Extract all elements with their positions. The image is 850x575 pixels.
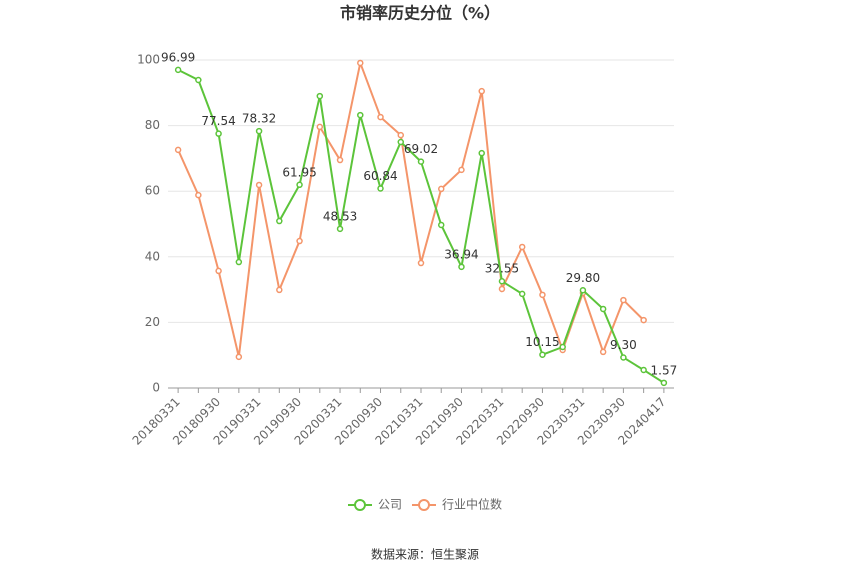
point (357, 59, 364, 67)
point (255, 127, 263, 135)
point (417, 158, 425, 165)
point (660, 379, 668, 387)
source: 数据来源：恒生聚源 (371, 547, 479, 562)
point (316, 92, 324, 100)
point (640, 366, 647, 374)
point (255, 181, 263, 189)
point (336, 156, 344, 164)
value-label: 36.94 (444, 247, 478, 261)
y-tick-label: 20 (145, 315, 160, 329)
point (458, 263, 465, 271)
point (296, 181, 303, 189)
point (276, 286, 283, 294)
value-label: 61.95 (282, 165, 316, 179)
point (174, 146, 182, 154)
series-line (177, 59, 645, 358)
y-tick-label: 0 (152, 381, 160, 395)
point (235, 258, 243, 266)
legend-label: 行业中位数 (442, 497, 502, 512)
point (437, 185, 445, 193)
value-label: 1.57 (651, 363, 678, 377)
point (437, 221, 445, 229)
value-label: 69.02 (404, 142, 438, 156)
point (195, 191, 202, 199)
point (498, 277, 506, 285)
point (620, 354, 627, 361)
point (640, 316, 647, 324)
point (559, 343, 566, 351)
point (518, 290, 526, 298)
point (579, 287, 587, 294)
y-tick-label: 60 (145, 184, 160, 198)
legend-marker (418, 499, 430, 511)
point (276, 217, 283, 225)
legend-label: 公司 (378, 498, 402, 512)
point (357, 111, 364, 119)
point (397, 138, 405, 146)
point (478, 87, 485, 95)
point (296, 237, 303, 245)
point (539, 291, 546, 299)
point (215, 130, 222, 137)
point (417, 259, 425, 267)
y-tick-label: 80 (145, 118, 160, 132)
value-label: 32.55 (485, 262, 519, 276)
point (518, 243, 526, 251)
point (599, 348, 607, 356)
point (174, 66, 182, 74)
value-label: 78.32 (242, 112, 276, 126)
point (316, 123, 324, 131)
point (599, 305, 607, 313)
value-label: 60.84 (363, 169, 397, 183)
point (377, 113, 384, 121)
point (539, 351, 546, 358)
legend-marker (354, 499, 366, 511)
chart-title: 市销率历史分位（%） (340, 4, 500, 23)
value-label: 29.80 (566, 271, 600, 285)
point (215, 267, 222, 275)
point (498, 285, 506, 293)
y-tick-label: 100 (137, 53, 160, 67)
point (620, 296, 627, 304)
y-tick-label: 40 (145, 249, 160, 263)
value-label: 9.30 (610, 338, 637, 352)
value-label: 48.53 (323, 209, 357, 223)
point (458, 166, 465, 174)
value-label: 96.99 (161, 50, 195, 64)
value-label: 10.15 (525, 335, 559, 349)
point (478, 149, 485, 157)
point (377, 185, 384, 192)
point (235, 353, 243, 361)
point (336, 225, 344, 233)
point (397, 131, 405, 139)
point (195, 76, 202, 84)
value-label: 77.54 (201, 114, 235, 128)
